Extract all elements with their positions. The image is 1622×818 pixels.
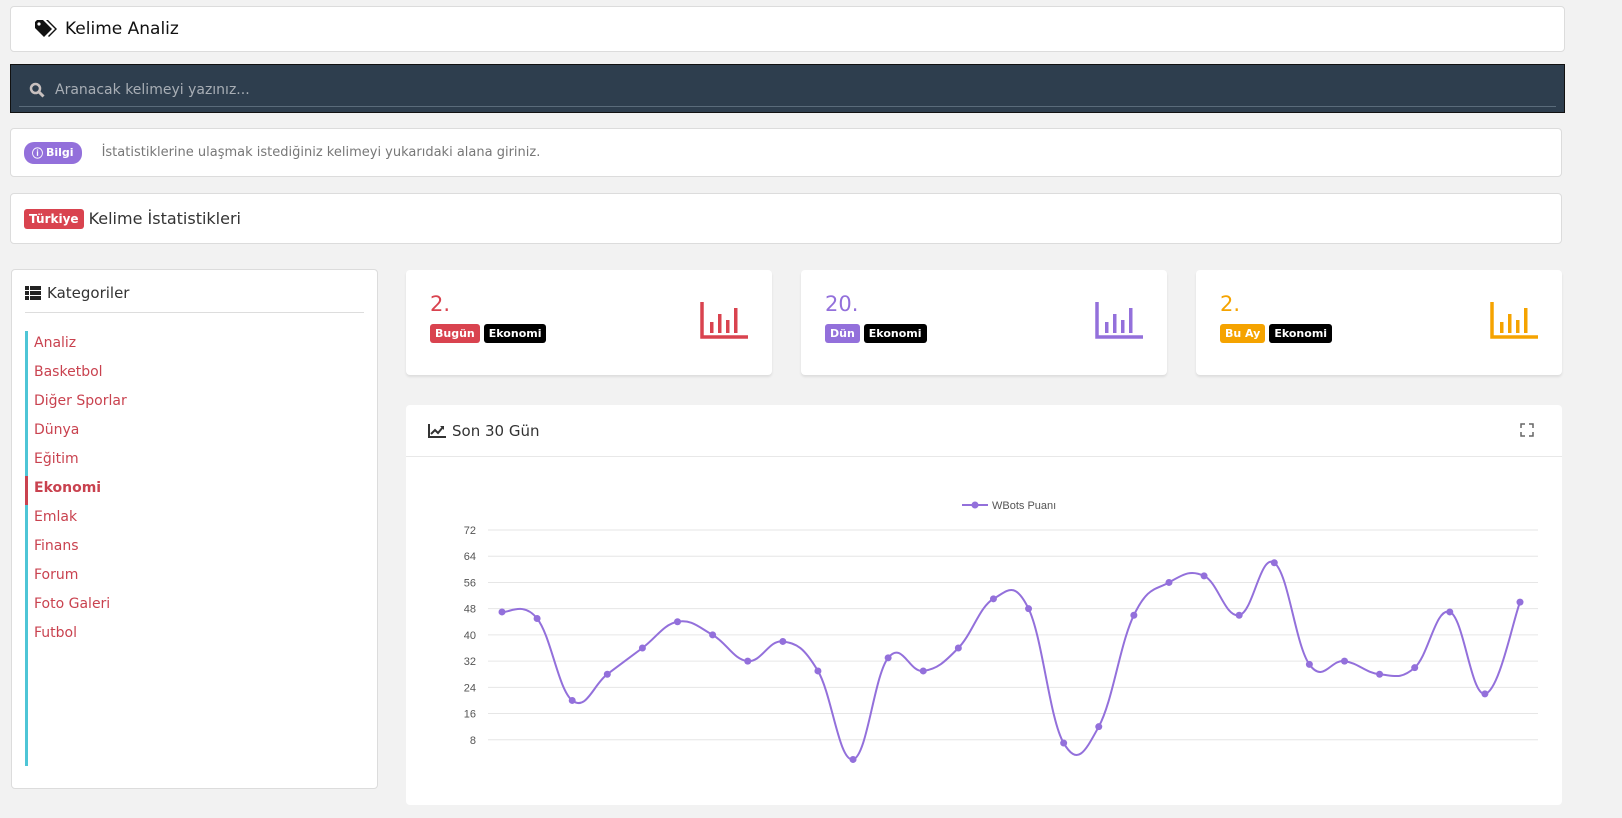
y-tick-label: 40: [464, 630, 476, 642]
data-point[interactable]: [814, 667, 822, 675]
stats-header: Türkiye Kelime İstatistikleri: [10, 193, 1562, 244]
sidebar-item[interactable]: [25, 737, 364, 766]
data-point[interactable]: [1130, 611, 1138, 619]
data-point[interactable]: [674, 618, 682, 626]
series-line: [501, 560, 1521, 761]
stat-card: 2. Bu Ay Ekonomi: [1196, 270, 1562, 375]
sidebar-item[interactable]: Emlak: [25, 505, 364, 534]
info-alert: ⓘ Bilgi İstatistiklerine ulaşmak istediği…: [10, 128, 1562, 177]
data-point[interactable]: [989, 595, 997, 603]
sidebar-item[interactable]: [25, 708, 364, 737]
legend-marker: [971, 501, 979, 509]
period-badge: Bu Ay: [1220, 324, 1266, 343]
data-point[interactable]: [1446, 608, 1454, 616]
info-icon: ⓘ: [32, 146, 43, 160]
data-point[interactable]: [1481, 690, 1489, 698]
data-point[interactable]: [709, 631, 717, 639]
data-point[interactable]: [1095, 723, 1103, 731]
period-badge: Bugün: [430, 324, 480, 343]
chart-card: Son 30 Gün 72 64 56 48 40 32 24 16 8 WBots Puanı: [406, 405, 1562, 805]
sidebar-item[interactable]: Basketbol: [25, 360, 364, 389]
sidebar-item[interactable]: [25, 650, 364, 679]
stats-title: Kelime İstatistikleri: [88, 209, 241, 228]
page-title: Kelime Analiz: [65, 19, 179, 39]
y-tick-label: 24: [464, 682, 476, 694]
stat-card: 2. Bugün Ekonomi: [406, 270, 772, 375]
data-point[interactable]: [1411, 664, 1419, 672]
bar-chart-icon: [1095, 302, 1143, 339]
search-input[interactable]: [55, 81, 1455, 98]
sidebar-item[interactable]: Diğer Sporlar: [25, 389, 364, 418]
data-point[interactable]: [954, 644, 962, 652]
data-point[interactable]: [1235, 611, 1243, 619]
y-tick-label: 64: [464, 551, 476, 563]
rank-value: 2.: [430, 292, 451, 316]
data-point[interactable]: [568, 696, 576, 704]
y-tick-label: 32: [464, 656, 476, 668]
sidebar-item[interactable]: Foto Galeri: [25, 592, 364, 621]
line-chart: 72 64 56 48 40 32 24 16 8 WBots Puanı: [464, 500, 1538, 763]
period-badge: Dün: [825, 324, 860, 343]
data-point[interactable]: [1340, 657, 1348, 665]
data-point[interactable]: [884, 654, 892, 662]
data-point[interactable]: [1516, 598, 1524, 606]
expand-icon[interactable]: [1520, 423, 1534, 437]
data-point[interactable]: [1165, 578, 1173, 586]
category-badge: Ekonomi: [1269, 324, 1333, 343]
data-point[interactable]: [919, 667, 927, 675]
sidebar-item[interactable]: Dünya: [25, 418, 364, 447]
line-chart-icon: [428, 423, 446, 438]
bar-chart-icon: [1490, 302, 1538, 339]
sidebar-item[interactable]: Analiz: [25, 331, 364, 360]
categories-sidebar: Kategoriler Analiz Basketbol Diğer Sporlar…: [11, 269, 378, 789]
country-badge: Türkiye: [24, 208, 84, 229]
y-tick-label: 8: [470, 735, 476, 747]
stat-card: 20. Dün Ekonomi: [801, 270, 1167, 375]
y-tick-label: 72: [464, 525, 476, 537]
y-tick-label: 48: [464, 604, 476, 616]
category-badge: Ekonomi: [483, 324, 547, 343]
sidebar-item[interactable]: Ekonomi: [25, 476, 364, 505]
rank-value: 20.: [825, 292, 859, 316]
info-badge-label: Bilgi: [46, 146, 74, 159]
y-tick-label: 56: [464, 577, 476, 589]
sidebar-item[interactable]: [25, 679, 364, 708]
data-point[interactable]: [533, 615, 541, 622]
data-point[interactable]: [779, 637, 787, 645]
y-tick-label: 16: [464, 709, 476, 721]
data-point[interactable]: [1376, 670, 1384, 678]
data-point[interactable]: [744, 657, 752, 665]
sidebar-item[interactable]: Eğitim: [25, 447, 364, 476]
search-icon: [29, 82, 45, 98]
sidebar-item[interactable]: Futbol: [25, 621, 364, 650]
legend-label[interactable]: WBots Puanı: [992, 500, 1056, 512]
rank-value: 2.: [1220, 292, 1241, 316]
data-point[interactable]: [1060, 739, 1068, 747]
bar-chart-icon: [700, 302, 748, 339]
data-point[interactable]: [638, 644, 646, 652]
tags-icon: [35, 20, 57, 37]
data-point[interactable]: [498, 608, 506, 616]
data-point[interactable]: [1025, 605, 1033, 613]
data-point[interactable]: [603, 670, 611, 678]
search-bar: [10, 64, 1565, 113]
data-point[interactable]: [1200, 572, 1208, 580]
chart-title: Son 30 Gün: [452, 421, 540, 440]
data-point[interactable]: [849, 755, 857, 763]
data-point[interactable]: [1270, 559, 1278, 567]
category-badge: Ekonomi: [863, 324, 927, 343]
list-icon: [25, 286, 41, 300]
info-badge: ⓘ Bilgi: [24, 141, 82, 164]
data-point[interactable]: [1305, 660, 1313, 668]
info-text: İstatistiklerine ulaşmak istediğiniz kel…: [101, 145, 541, 160]
sidebar-item[interactable]: Forum: [25, 563, 364, 592]
page-header: Kelime Analiz: [10, 6, 1565, 52]
sidebar-title: Kategoriler: [47, 284, 130, 302]
sidebar-item[interactable]: Finans: [25, 534, 364, 563]
